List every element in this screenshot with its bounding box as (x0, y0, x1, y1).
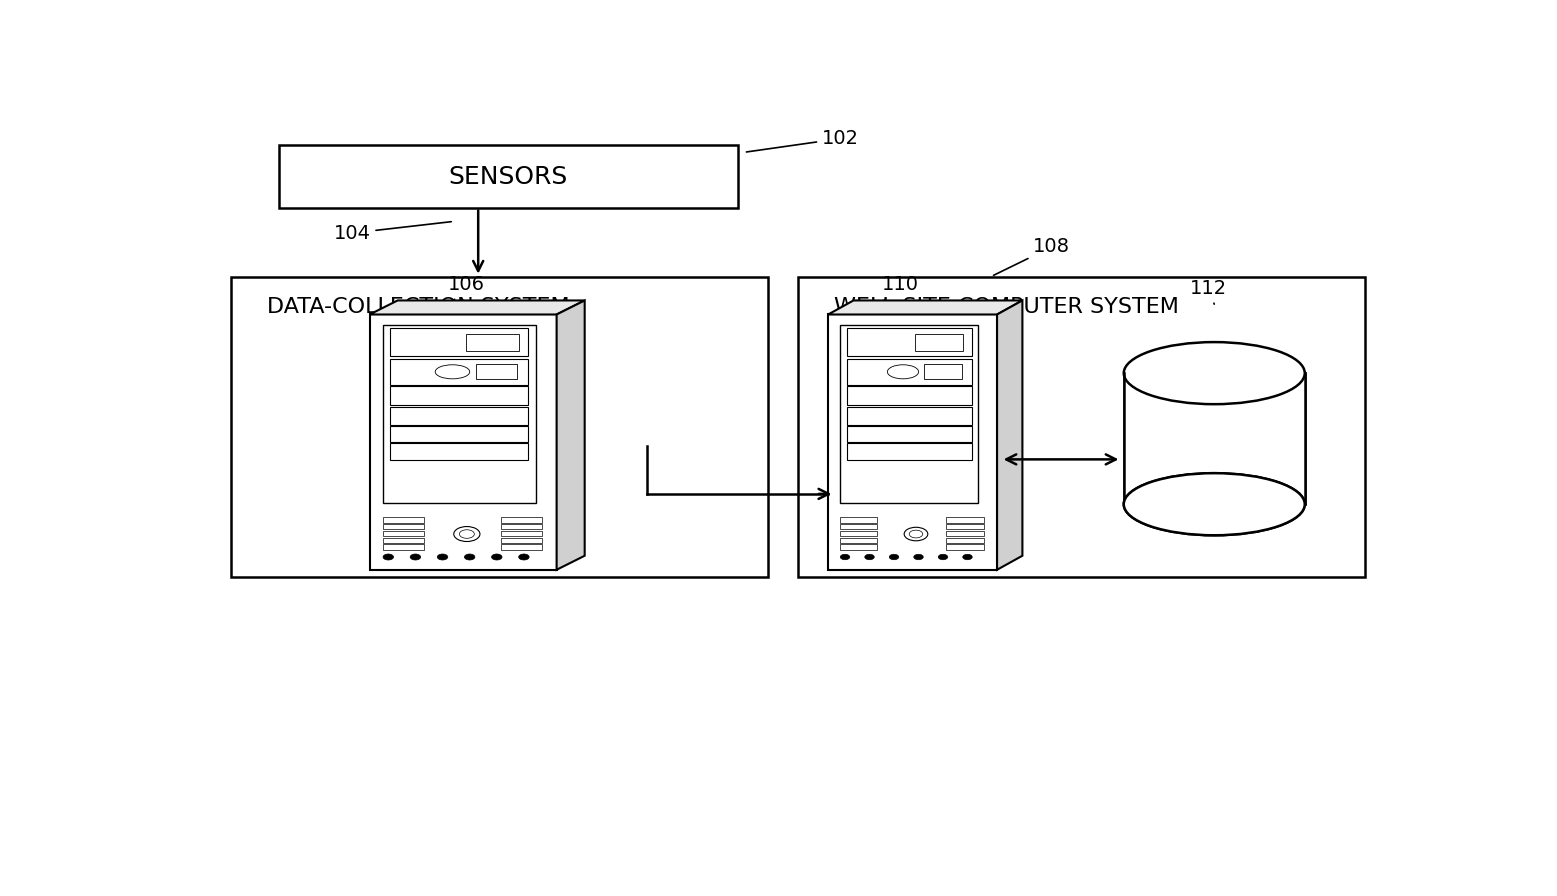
Circle shape (939, 555, 948, 560)
Bar (947, 538, 984, 543)
Bar (500, 524, 542, 530)
Text: SENSORS: SENSORS (448, 165, 568, 188)
Text: DATA-COLLECTION SYSTEM: DATA-COLLECTION SYSTEM (266, 297, 570, 317)
Bar (391, 386, 528, 405)
Bar (466, 334, 518, 350)
Circle shape (409, 554, 420, 560)
Circle shape (905, 527, 928, 541)
Bar (947, 530, 984, 537)
Circle shape (864, 555, 873, 560)
Bar (847, 386, 972, 405)
Text: WELL-SITE COMPUTER SYSTEM: WELL-SITE COMPUTER SYSTEM (835, 297, 1179, 317)
Circle shape (492, 554, 501, 560)
Bar (847, 444, 972, 460)
Ellipse shape (436, 365, 470, 379)
Bar (847, 426, 972, 443)
Bar (391, 444, 528, 460)
Bar (383, 538, 424, 543)
Ellipse shape (1124, 473, 1305, 535)
Polygon shape (828, 314, 996, 570)
Polygon shape (828, 300, 1023, 314)
Polygon shape (369, 314, 557, 570)
Circle shape (914, 555, 923, 560)
Bar (916, 334, 962, 350)
Bar (839, 545, 877, 550)
Bar (383, 324, 536, 504)
Bar (839, 538, 877, 543)
Bar (947, 524, 984, 530)
Bar (839, 517, 877, 522)
Bar (383, 530, 424, 537)
Circle shape (518, 554, 529, 560)
Bar (500, 530, 542, 537)
Circle shape (383, 554, 394, 560)
Bar (839, 530, 877, 537)
Ellipse shape (887, 365, 919, 379)
Bar (925, 364, 962, 380)
Text: 108: 108 (993, 237, 1070, 275)
Bar (947, 545, 984, 550)
Circle shape (962, 555, 972, 560)
Bar (391, 407, 528, 425)
Bar (500, 545, 542, 550)
Circle shape (459, 530, 475, 538)
Bar (383, 545, 424, 550)
Text: 102: 102 (746, 129, 859, 152)
Circle shape (453, 527, 480, 541)
Bar (847, 359, 972, 384)
Circle shape (438, 554, 448, 560)
Bar (839, 524, 877, 530)
Ellipse shape (1124, 342, 1305, 404)
Polygon shape (996, 300, 1023, 570)
Bar (500, 538, 542, 543)
Circle shape (841, 555, 850, 560)
Circle shape (909, 530, 923, 538)
Bar (847, 328, 972, 357)
Bar (391, 426, 528, 443)
Bar (230, 277, 768, 577)
Text: 106: 106 (447, 275, 484, 306)
Ellipse shape (1124, 473, 1305, 535)
Bar (383, 524, 424, 530)
Circle shape (889, 555, 898, 560)
Bar (391, 328, 528, 357)
Bar (1124, 373, 1305, 504)
Text: 110: 110 (878, 275, 919, 306)
Bar (839, 324, 978, 504)
Bar (947, 517, 984, 522)
Text: 112: 112 (1190, 279, 1227, 304)
Polygon shape (369, 300, 585, 314)
Bar (476, 364, 517, 380)
Bar (391, 359, 528, 384)
Bar (500, 517, 542, 522)
Bar (797, 277, 1365, 577)
Circle shape (464, 554, 475, 560)
Bar (383, 517, 424, 522)
Text: 104: 104 (333, 221, 452, 243)
Bar (847, 407, 972, 425)
Bar (279, 145, 738, 208)
Polygon shape (557, 300, 585, 570)
